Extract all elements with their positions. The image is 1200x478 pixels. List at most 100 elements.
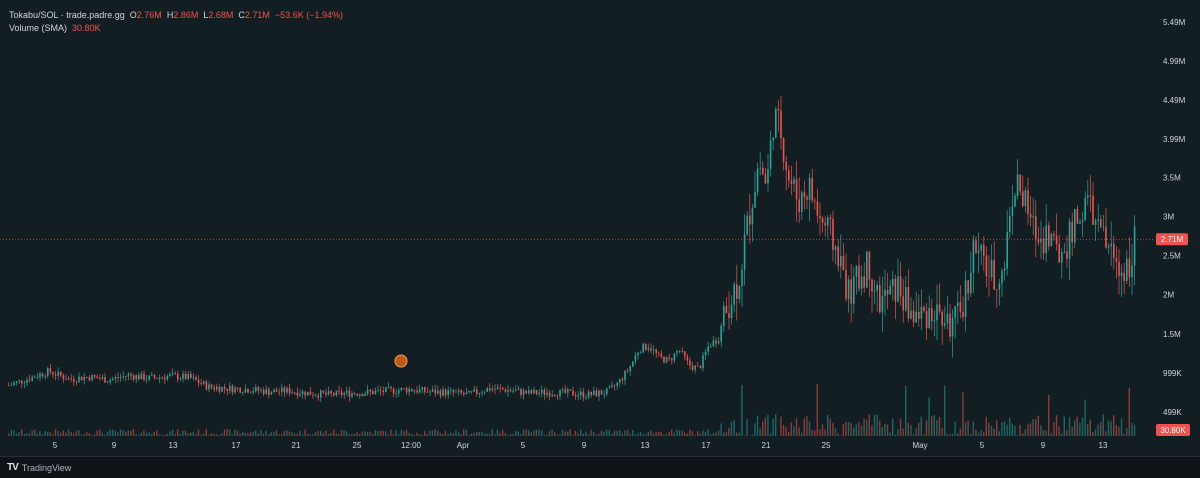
candle-body: [1048, 225, 1050, 246]
symbol-title[interactable]: Tokabu/SOL · trade.padre.gg: [9, 10, 125, 20]
candle-body: [273, 390, 275, 393]
candle-body: [1105, 227, 1107, 248]
candle-body: [76, 381, 78, 382]
candle-body: [609, 387, 611, 388]
x-tick-label: 17: [702, 441, 711, 450]
candle-body: [411, 389, 413, 391]
volume-bar: [453, 433, 454, 436]
volume-bar: [390, 429, 391, 436]
volume-bar: [772, 419, 773, 436]
candle-body: [193, 377, 195, 378]
volume-bar: [848, 422, 849, 436]
candle-body: [429, 392, 431, 393]
volume-bar: [908, 423, 909, 436]
volume-bar: [385, 431, 386, 436]
volume-bar: [263, 434, 264, 436]
candle-body: [970, 273, 972, 294]
volume-bar: [21, 429, 22, 436]
volume-bar: [642, 434, 643, 436]
volume-bar: [18, 432, 19, 436]
volume-bar: [1113, 415, 1114, 436]
volume-bar: [655, 432, 656, 436]
volume-bar: [182, 431, 183, 436]
volume-bar: [494, 434, 495, 436]
candle-body: [481, 393, 483, 394]
volume-bar: [89, 433, 90, 436]
candle-body: [1129, 259, 1131, 278]
volume-bar: [541, 430, 542, 436]
candle-body: [468, 391, 470, 393]
candle-body: [723, 306, 725, 326]
volume-bar: [1069, 417, 1070, 436]
volume-label[interactable]: Volume (SMA): [9, 23, 67, 33]
volume-bar: [1084, 400, 1085, 436]
candle-body: [772, 138, 774, 141]
candle-body: [255, 387, 257, 391]
volume-bar: [780, 417, 781, 436]
volume-bar: [830, 419, 831, 436]
volume-bar: [674, 433, 675, 436]
candle-body: [406, 388, 408, 392]
open-label: O: [130, 10, 137, 20]
candle-body: [359, 394, 361, 396]
volume-bar: [372, 434, 373, 436]
candle-body: [554, 395, 556, 396]
volume-bar: [892, 419, 893, 436]
candle-body: [276, 390, 278, 392]
candle-body: [330, 391, 332, 393]
volume-bar: [284, 431, 285, 436]
candle-body: [81, 377, 83, 381]
candle-body: [39, 374, 41, 378]
volume-bar: [1022, 434, 1023, 436]
candle-body: [874, 291, 876, 292]
volume-bar: [762, 421, 763, 436]
candle-body: [785, 162, 787, 170]
candle-body: [151, 375, 153, 376]
candle-body: [60, 372, 62, 376]
volume-bar: [801, 433, 802, 436]
volume-bar: [190, 433, 191, 436]
volume-bar: [505, 433, 506, 436]
candle-body: [29, 380, 31, 381]
tradingview-logo[interactable]: TV TradingView: [7, 462, 71, 473]
volume-bar: [978, 433, 979, 436]
candle-body: [551, 395, 553, 396]
candle-body: [843, 256, 845, 270]
candle-body: [369, 390, 371, 391]
volume-bar: [250, 433, 251, 436]
candle-body: [557, 396, 559, 397]
volume-bar: [632, 430, 633, 436]
volume-bar: [349, 434, 350, 436]
volume-bar: [471, 433, 472, 436]
candle-body: [450, 390, 452, 391]
candle-body: [115, 377, 117, 379]
candle-body: [86, 377, 88, 378]
volume-bar: [159, 434, 160, 436]
candle-body: [528, 390, 530, 393]
volume-bar: [156, 431, 157, 436]
volume-bar: [856, 424, 857, 436]
candle-body: [1090, 195, 1092, 196]
candle-body: [897, 276, 899, 301]
volume-bar: [681, 431, 682, 436]
candle-body: [614, 385, 616, 386]
candle-body: [512, 391, 514, 392]
x-tick-label: 5: [521, 441, 526, 450]
candle-body: [109, 380, 111, 382]
volume-bar: [765, 418, 766, 436]
volume-bar: [952, 434, 953, 436]
volume-bar: [473, 433, 474, 436]
candle-body: [133, 376, 135, 380]
candle-body: [525, 391, 527, 394]
volume-bar: [154, 432, 155, 436]
candle-body: [889, 286, 891, 295]
volume-bar: [598, 434, 599, 436]
volume-bar: [614, 431, 615, 436]
candle-body: [866, 252, 868, 288]
volume-bar: [700, 433, 701, 436]
volume-bar: [161, 435, 162, 436]
volume-bar: [96, 430, 97, 436]
volume-bar: [1097, 425, 1098, 436]
